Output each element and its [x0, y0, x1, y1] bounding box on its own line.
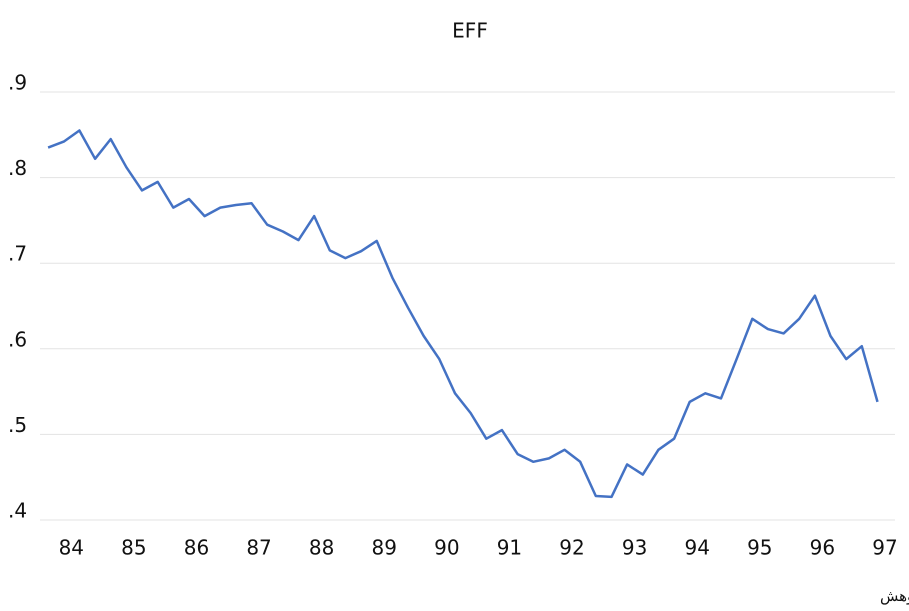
x-tick-label: 95: [747, 536, 772, 560]
x-tick-label: 92: [559, 536, 584, 560]
y-tick-label: .7: [8, 242, 27, 266]
chart-title: EFF: [452, 19, 488, 43]
y-tick-label: .6: [8, 327, 27, 351]
x-tick-label: 87: [246, 536, 271, 560]
x-tick-label: 91: [497, 536, 522, 560]
data-line: [48, 131, 877, 497]
y-tick-label: .4: [8, 499, 27, 523]
x-tick-label: 84: [59, 536, 84, 560]
x-tick-label: 97: [872, 536, 897, 560]
y-tick-label: .9: [8, 71, 27, 95]
x-tick-label: 88: [309, 536, 334, 560]
x-tick-label: 96: [810, 536, 835, 560]
y-tick-label: .8: [8, 156, 27, 180]
x-tick-label: 85: [121, 536, 146, 560]
x-tick-label: 86: [184, 536, 209, 560]
x-tick-label: 90: [434, 536, 459, 560]
x-tick-label: 89: [372, 536, 397, 560]
y-tick-label: .5: [8, 413, 27, 437]
chart: EFF مأخذ: یافته‌های پژوهش .4 .5 .6 .7 .8 .9 84…: [0, 0, 909, 611]
x-tick-label: 93: [622, 536, 647, 560]
x-tick-label: 94: [684, 536, 709, 560]
source-note: مأخذ: یافته‌های پژوهش: [880, 586, 909, 605]
